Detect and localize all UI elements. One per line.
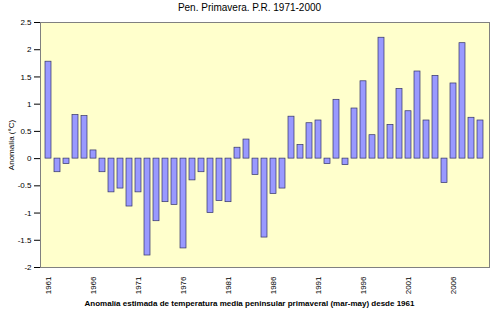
svg-text:-0.5: -0.5 <box>18 181 32 190</box>
svg-text:1961: 1961 <box>44 276 53 294</box>
svg-text:1996: 1996 <box>359 276 368 294</box>
svg-text:2: 2 <box>27 45 32 54</box>
svg-text:1976: 1976 <box>179 276 188 294</box>
svg-text:1971: 1971 <box>134 276 143 294</box>
svg-text:-1: -1 <box>24 209 32 218</box>
svg-text:1966: 1966 <box>89 276 98 294</box>
svg-text:-1.5: -1.5 <box>18 236 32 245</box>
svg-text:Anomalía (°C): Anomalía (°C) <box>7 120 16 171</box>
svg-text:2001: 2001 <box>404 276 413 294</box>
svg-text:1.5: 1.5 <box>20 73 32 82</box>
svg-text:-2: -2 <box>24 263 32 272</box>
svg-text:1991: 1991 <box>314 276 323 294</box>
svg-text:0: 0 <box>27 154 32 163</box>
svg-text:2006: 2006 <box>449 276 458 294</box>
html-text:Anomalía estimada de temperatu: Anomalía estimada de temperatura media p… <box>84 299 415 308</box>
svg-text:1981: 1981 <box>224 276 233 294</box>
svg-text:2.5: 2.5 <box>20 18 32 27</box>
svg-text:0.5: 0.5 <box>20 127 32 136</box>
svg-text:1: 1 <box>27 100 32 109</box>
html-text:Pen. Primavera. P.R. 1971-2000: Pen. Primavera. P.R. 1971-2000 <box>177 2 322 13</box>
svg-text:1986: 1986 <box>269 276 278 294</box>
